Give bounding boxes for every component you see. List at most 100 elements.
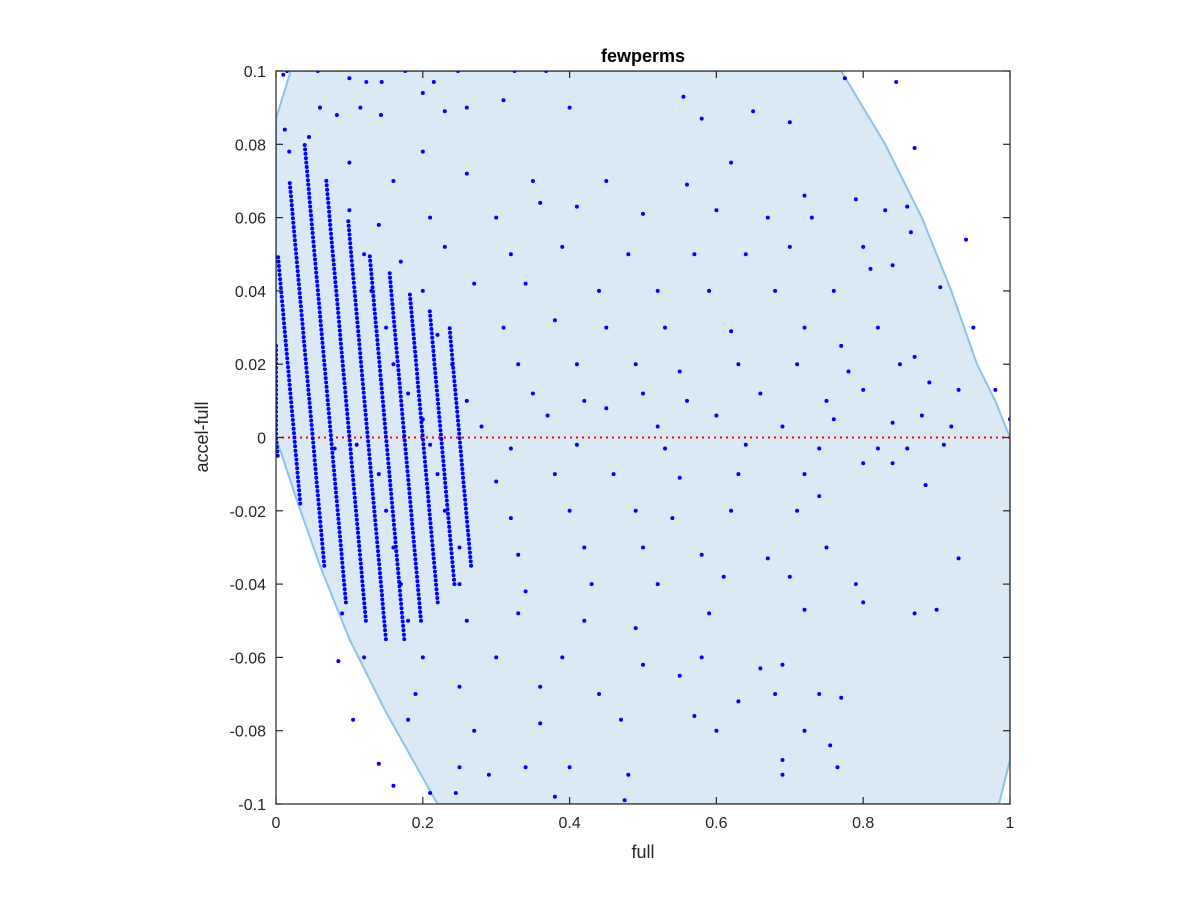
data-point [508,252,513,257]
data-point [346,219,351,224]
data-point [883,208,888,213]
data-point [787,574,792,579]
data-point [433,578,438,583]
data-point [352,486,356,491]
data-point [322,563,327,568]
data-point [342,385,347,390]
data-point [374,535,379,540]
data-point [424,472,429,477]
data-point [397,588,402,593]
data-point [374,527,378,532]
data-point [315,279,319,284]
data-point [441,459,446,463]
data-point [429,530,434,535]
data-point [311,440,316,445]
data-point [384,443,389,448]
data-point [336,516,341,521]
data-point [446,516,451,521]
data-point [633,626,638,631]
data-point [325,196,330,201]
data-point [343,591,348,596]
data-point [923,483,928,488]
data-point [379,80,384,84]
data-point [300,321,305,326]
data-point [307,195,312,200]
data-point [311,244,316,249]
x-tick-label: 0.6 [705,815,727,832]
data-point [465,524,470,529]
data-point [321,354,326,359]
data-point [395,557,400,562]
data-point [291,220,296,225]
data-point [288,189,293,194]
data-point [416,588,421,592]
data-point [758,391,763,396]
data-point [336,315,341,320]
data-point [358,105,363,110]
data-point [306,187,311,191]
data-point [342,376,347,381]
data-point [390,505,395,510]
data-point [310,231,315,235]
data-point [817,494,822,499]
data-point [311,239,316,244]
data-point [392,324,397,329]
data-point [434,379,439,384]
data-point [428,525,433,530]
data-point [335,508,340,513]
data-point [346,223,351,228]
data-point [956,387,961,392]
data-point [358,351,363,356]
data-point [392,531,397,536]
data-point [325,393,330,398]
data-point [307,401,312,405]
data-point [417,601,422,606]
x-axis-label: full [631,842,654,862]
data-point [429,322,433,327]
data-point [751,109,756,114]
data-point [714,728,719,733]
data-point [319,327,324,332]
data-point [454,405,459,410]
data-point [375,540,380,545]
data-point [817,446,822,451]
data-point [329,236,334,241]
data-point [277,268,282,273]
data-point [430,340,435,345]
data-point [393,535,398,540]
data-point [348,245,353,250]
data-point [351,482,356,487]
data-point [328,424,333,429]
data-point [552,318,557,323]
data-point [802,472,807,477]
data-point [307,191,312,196]
data-point [295,475,300,480]
data-point [399,601,404,606]
data-point [334,499,339,504]
data-point [348,451,353,456]
data-point [442,244,447,249]
data-point [405,464,410,469]
data-point [787,120,792,125]
data-point [308,204,313,209]
data-point [437,419,442,424]
data-point [406,482,411,487]
data-point [337,328,342,333]
data-point [486,772,491,777]
data-point [463,506,468,511]
data-point [378,575,383,580]
data-point [457,765,462,770]
data-point [341,574,346,578]
data-point [342,381,347,386]
data-point [419,415,423,420]
data-point [411,327,416,332]
data-point [317,310,322,315]
data-point [468,555,473,559]
data-point [312,449,316,454]
data-point [861,461,866,466]
data-point [416,389,421,394]
data-point [343,596,348,600]
data-point [384,508,389,513]
data-point [370,285,375,290]
data-point [368,465,373,470]
